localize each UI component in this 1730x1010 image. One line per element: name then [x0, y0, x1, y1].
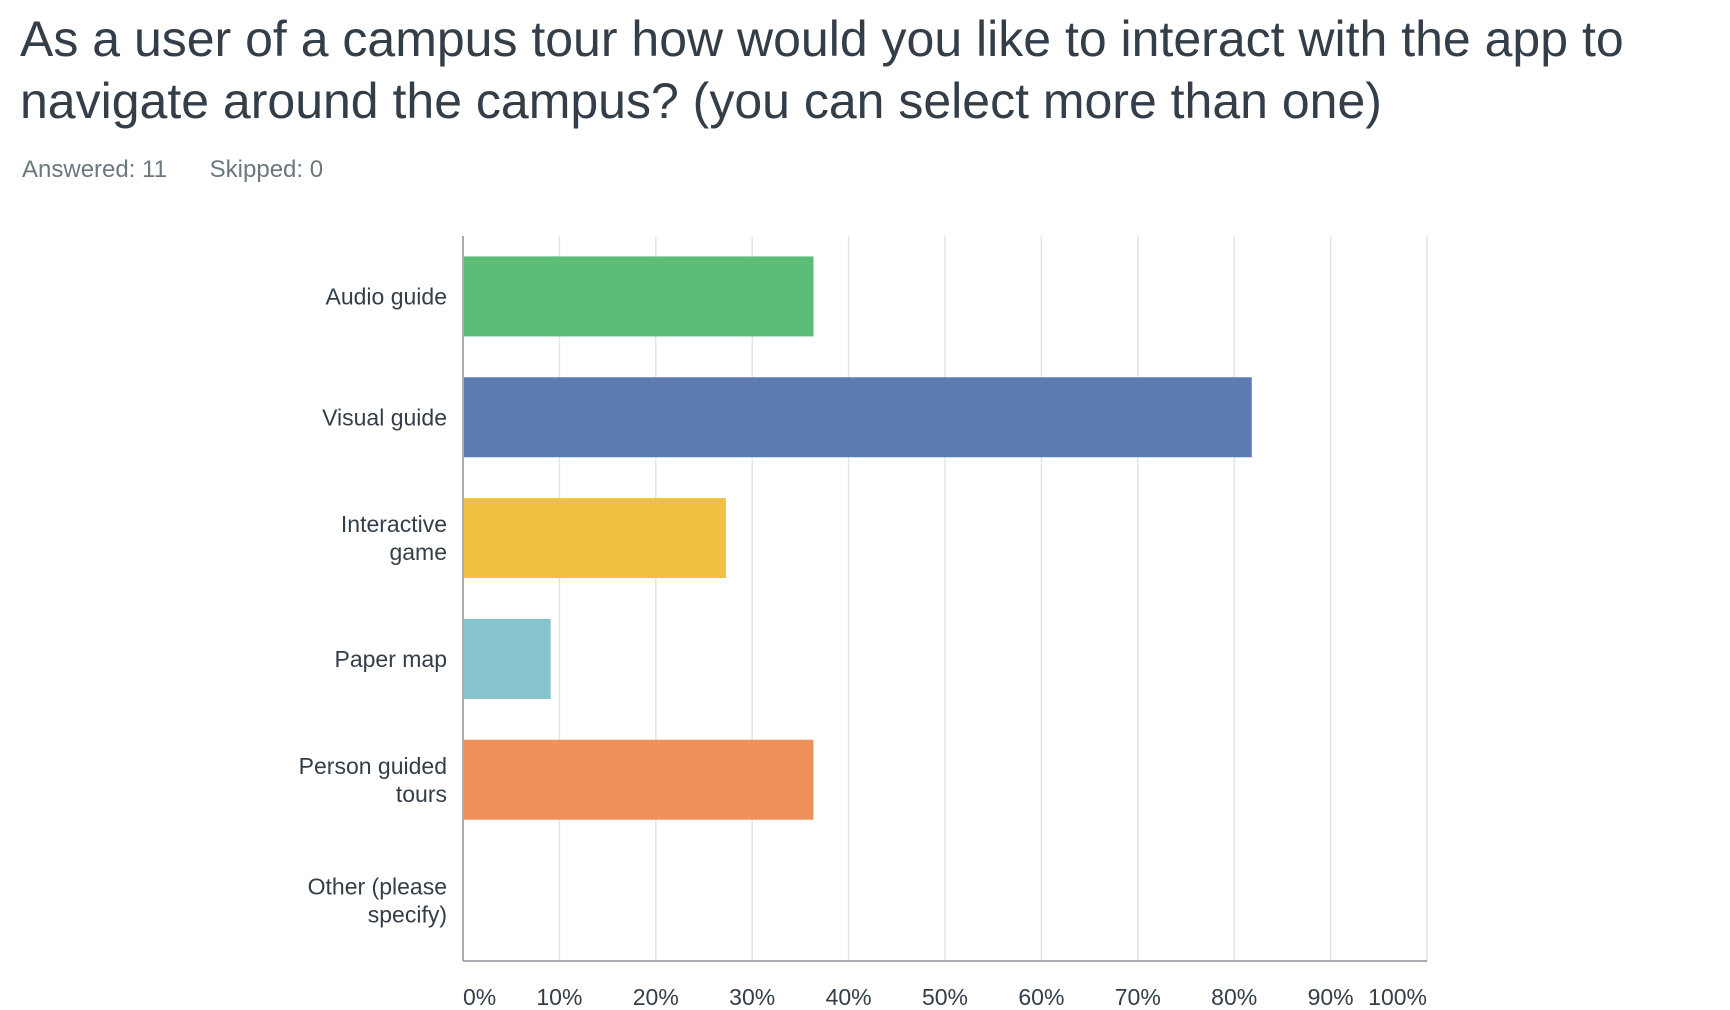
- category-label: tours: [396, 781, 447, 807]
- response-summary: Answered: 11 Skipped: 0: [22, 156, 359, 184]
- x-tick-label: 50%: [922, 984, 968, 1010]
- x-tick-label: 40%: [826, 984, 872, 1010]
- bar: [463, 377, 1252, 458]
- skipped-count: Skipped: 0: [209, 156, 324, 183]
- category-label: game: [389, 539, 447, 565]
- category-label: Person guided: [299, 753, 447, 779]
- answered-count: Answered: 11: [22, 156, 167, 183]
- x-tick-labels: 0% 10% 20% 30% 40% 50% 60% 70% 80% 90% 100%: [463, 984, 1427, 1010]
- bar: [463, 498, 726, 579]
- x-tick-label: 100%: [1368, 984, 1427, 1010]
- x-tick-label: 30%: [729, 984, 775, 1010]
- x-tick-label: 0%: [463, 984, 496, 1010]
- category-label: Other (please: [308, 874, 447, 900]
- category-label: Visual guide: [322, 404, 447, 430]
- category-label: specify): [368, 902, 447, 928]
- x-tick-label: 90%: [1308, 984, 1354, 1010]
- bar: [463, 739, 814, 820]
- x-tick-label: 60%: [1018, 984, 1064, 1010]
- bar: [463, 256, 814, 337]
- x-tick-label: 70%: [1115, 984, 1161, 1010]
- x-tick-label: 10%: [536, 984, 582, 1010]
- x-tick-label: 20%: [633, 984, 679, 1010]
- x-tick-label: 80%: [1211, 984, 1257, 1010]
- bars: [463, 256, 1252, 820]
- question-title: As a user of a campus tour how would you…: [20, 11, 1624, 129]
- category-label: Audio guide: [326, 283, 448, 309]
- axes: [462, 236, 1427, 962]
- bar: [463, 618, 551, 699]
- category-label: Paper map: [334, 646, 447, 672]
- category-label: Interactive: [341, 511, 447, 537]
- grid-lines: [558, 236, 1428, 961]
